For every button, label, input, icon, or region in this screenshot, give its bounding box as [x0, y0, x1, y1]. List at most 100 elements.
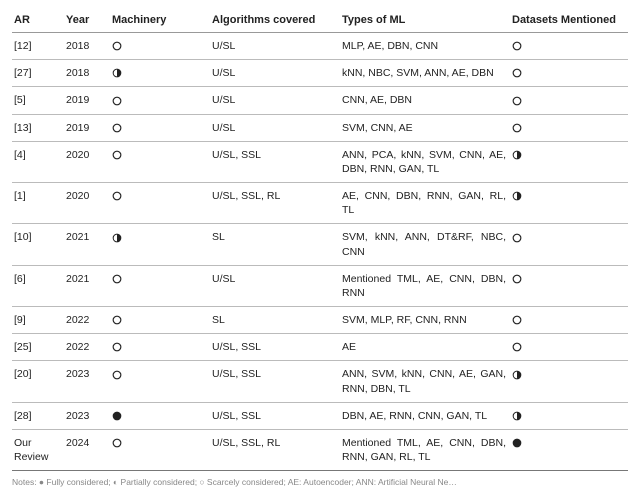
cell-machinery	[110, 265, 210, 306]
cell-types: Mentioned TML, AE, CNN, DBN, RNN, GAN, R…	[340, 429, 510, 470]
cell-algorithms: U/SL, SSL	[210, 361, 340, 402]
cell-algorithms: U/SL	[210, 33, 340, 60]
cell-types: ANN, SVM, kNN, CNN, AE, GAN, RNN, DBN, T…	[340, 361, 510, 402]
cell-machinery	[110, 402, 210, 429]
cell-ar: [12]	[12, 33, 64, 60]
harvey-ball-icon	[512, 368, 522, 380]
cell-machinery	[110, 334, 210, 361]
harvey-ball-icon	[112, 231, 122, 243]
harvey-ball-icon	[512, 190, 522, 202]
cell-year: 2020	[64, 183, 110, 224]
cell-machinery	[110, 183, 210, 224]
cell-datasets	[510, 361, 628, 402]
cell-algorithms: SL	[210, 307, 340, 334]
cell-ar: [10]	[12, 224, 64, 265]
cell-ar: [9]	[12, 307, 64, 334]
cell-types: SVM, kNN, ANN, DT&RF, NBC, CNN	[340, 224, 510, 265]
harvey-ball-icon	[112, 67, 122, 79]
cell-machinery	[110, 33, 210, 60]
harvey-ball-icon	[512, 341, 522, 353]
cell-year: 2019	[64, 114, 110, 141]
table-row: Our Review2024 U/SL, SSL, RLMentioned TML…	[12, 429, 628, 470]
cell-year: 2024	[64, 429, 110, 470]
harvey-ball-icon	[512, 40, 522, 52]
cell-types: CNN, AE, DBN	[340, 87, 510, 114]
cell-datasets	[510, 224, 628, 265]
harvey-ball-icon	[512, 273, 522, 285]
cell-datasets	[510, 429, 628, 470]
harvey-ball-icon	[112, 341, 122, 353]
table-row: [25]2022U/SL, SSLAE	[12, 334, 628, 361]
harvey-ball-icon	[112, 410, 122, 422]
th-types: Types of ML	[340, 8, 510, 33]
cell-types: AE	[340, 334, 510, 361]
harvey-ball-icon	[112, 190, 122, 202]
cell-algorithms: SL	[210, 224, 340, 265]
cell-datasets	[510, 183, 628, 224]
harvey-ball-icon	[112, 314, 122, 326]
cell-types: AE, CNN, DBN, RNN, GAN, RL, TL	[340, 183, 510, 224]
harvey-ball-icon	[112, 122, 122, 134]
cell-datasets	[510, 114, 628, 141]
cell-datasets	[510, 33, 628, 60]
th-machinery: Machinery	[110, 8, 210, 33]
harvey-ball-icon	[112, 368, 122, 380]
cell-algorithms: U/SL	[210, 60, 340, 87]
table-row: [1]2020 U/SL, SSL, RLAE, CNN, DBN, RNN, G…	[12, 183, 628, 224]
cell-algorithms: U/SL, SSL	[210, 402, 340, 429]
cell-datasets	[510, 402, 628, 429]
cell-ar: [5]	[12, 87, 64, 114]
th-ar: AR	[12, 8, 64, 33]
cell-datasets	[510, 141, 628, 182]
cell-machinery	[110, 307, 210, 334]
harvey-ball-icon	[512, 94, 522, 106]
cell-algorithms: U/SL, SSL, RL	[210, 183, 340, 224]
cell-ar: [28]	[12, 402, 64, 429]
table-row: [6]2021U/SLMentioned TML, AE, CNN, DBN, …	[12, 265, 628, 306]
cell-datasets	[510, 87, 628, 114]
cell-types: ANN, PCA, kNN, SVM, CNN, AE, DBN, RNN, G…	[340, 141, 510, 182]
cell-year: 2023	[64, 361, 110, 402]
harvey-ball-icon	[512, 122, 522, 134]
cell-datasets	[510, 334, 628, 361]
table-row: [4]2020U/SL, SSLANN, PCA, kNN, SVM, CNN,…	[12, 141, 628, 182]
cell-year: 2018	[64, 60, 110, 87]
cell-machinery	[110, 87, 210, 114]
table-footnote: Notes: ● Fully considered; ◐ Partially c…	[12, 477, 628, 487]
cell-ar: Our Review	[12, 429, 64, 470]
table-row: [27]2018 U/SLkNN, NBC, SVM, ANN, AE, DBN	[12, 60, 628, 87]
cell-ar: [1]	[12, 183, 64, 224]
cell-ar: [27]	[12, 60, 64, 87]
cell-types: SVM, CNN, AE	[340, 114, 510, 141]
comparison-table: AR Year Machinery Algorithms covered Typ…	[12, 8, 628, 471]
cell-ar: [4]	[12, 141, 64, 182]
cell-types: SVM, MLP, RF, CNN, RNN	[340, 307, 510, 334]
th-algorithms: Algorithms covered	[210, 8, 340, 33]
th-datasets: Datasets Mentioned	[510, 8, 628, 33]
cell-algorithms: U/SL, SSL, RL	[210, 429, 340, 470]
harvey-ball-icon	[112, 40, 122, 52]
table-row: [10]2021 SLSVM, kNN, ANN, DT&RF, NBC, CNN	[12, 224, 628, 265]
cell-types: kNN, NBC, SVM, ANN, AE, DBN	[340, 60, 510, 87]
cell-datasets	[510, 265, 628, 306]
cell-ar: [25]	[12, 334, 64, 361]
table-row: [20]2023U/SL, SSLANN, SVM, kNN, CNN, AE,…	[12, 361, 628, 402]
cell-machinery	[110, 60, 210, 87]
cell-machinery	[110, 361, 210, 402]
cell-year: 2021	[64, 224, 110, 265]
cell-year: 2023	[64, 402, 110, 429]
table-row: [12]2018U/SLMLP, AE, DBN, CNN	[12, 33, 628, 60]
cell-machinery	[110, 114, 210, 141]
cell-types: DBN, AE, RNN, CNN, GAN, TL	[340, 402, 510, 429]
th-year: Year	[64, 8, 110, 33]
cell-algorithms: U/SL	[210, 265, 340, 306]
cell-year: 2020	[64, 141, 110, 182]
table-row: [28]2023 U/SL, SSLDBN, AE, RNN, CNN, GAN,…	[12, 402, 628, 429]
harvey-ball-icon	[112, 149, 122, 161]
cell-ar: [6]	[12, 265, 64, 306]
cell-algorithms: U/SL	[210, 87, 340, 114]
cell-machinery	[110, 141, 210, 182]
table-header-row: AR Year Machinery Algorithms covered Typ…	[12, 8, 628, 33]
cell-year: 2018	[64, 33, 110, 60]
harvey-ball-icon	[512, 67, 522, 79]
